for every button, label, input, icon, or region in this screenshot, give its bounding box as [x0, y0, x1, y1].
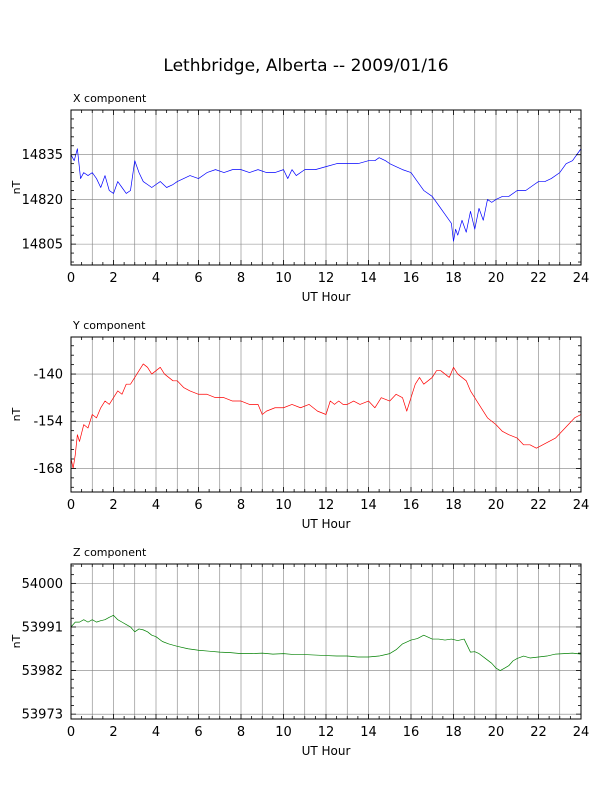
x-tick-label: 24 — [573, 725, 590, 740]
x-tick-label: 2 — [109, 498, 117, 513]
panel-label-x: X component — [73, 92, 147, 105]
x-tick-label: 22 — [530, 725, 547, 740]
series-line-y — [70, 363, 582, 469]
x-tick-label: 8 — [237, 725, 245, 740]
x-tick-label: 18 — [445, 271, 462, 286]
x-tick-label: 20 — [488, 271, 505, 286]
y-tick-label: -168 — [33, 462, 63, 477]
x-tick-label: 22 — [530, 271, 547, 286]
x-axis-label-x: UT Hour — [302, 290, 351, 304]
panel-z: 0 2 4 6 8 10 12 14 16 18 20 22 245400053991539825397… — [10, 546, 589, 758]
y-tick-label: 53991 — [22, 620, 63, 635]
y-axis-label-x: nT — [10, 180, 23, 194]
x-tick-label: 16 — [403, 498, 420, 513]
x-tick-label: 6 — [194, 498, 202, 513]
x-tick-label: 16 — [403, 725, 420, 740]
x-tick-label: 4 — [152, 271, 160, 286]
x-tick-label: 8 — [237, 498, 245, 513]
series-line-z — [70, 614, 582, 671]
y-tick-label: -154 — [33, 415, 63, 430]
x-tick-label: 20 — [488, 498, 505, 513]
x-tick-label: 18 — [445, 725, 462, 740]
x-tick-label: 4 — [152, 725, 160, 740]
panel-label-y: Y component — [72, 319, 146, 332]
x-tick-label: 2 — [109, 271, 117, 286]
x-tick-label: 4 — [152, 498, 160, 513]
series-line-x — [70, 148, 582, 242]
x-tick-label: 8 — [237, 271, 245, 286]
x-tick-label: 22 — [530, 498, 547, 513]
y-tick-label: 14820 — [22, 193, 63, 208]
x-axis-label-z: UT Hour — [302, 744, 351, 758]
x-tick-label: 0 — [67, 271, 75, 286]
y-tick-label: 53973 — [22, 708, 63, 723]
y-tick-label: 14835 — [22, 148, 63, 163]
x-tick-label: 2 — [109, 725, 117, 740]
x-tick-label: 6 — [194, 725, 202, 740]
x-tick-label: 0 — [67, 725, 75, 740]
y-axis-label-z: nT — [10, 634, 23, 648]
x-tick-label: 10 — [275, 498, 292, 513]
x-tick-label: 12 — [318, 271, 335, 286]
x-tick-label: 0 — [67, 498, 75, 513]
y-tick-label: 54000 — [22, 577, 63, 592]
x-tick-label: 18 — [445, 498, 462, 513]
x-tick-label: 24 — [573, 271, 590, 286]
panel-label-z: Z component — [73, 546, 147, 559]
y-tick-label: -140 — [33, 368, 63, 383]
x-tick-label: 10 — [275, 725, 292, 740]
x-tick-label: 16 — [403, 271, 420, 286]
y-axis-label-y: nT — [10, 407, 23, 421]
x-tick-label: 24 — [573, 498, 590, 513]
x-tick-label: 6 — [194, 271, 202, 286]
x-axis-label-y: UT Hour — [302, 517, 351, 531]
x-tick-label: 14 — [360, 271, 377, 286]
y-tick-label: 14805 — [22, 238, 63, 253]
x-tick-label: 14 — [360, 725, 377, 740]
x-tick-label: 20 — [488, 725, 505, 740]
page-title: Lethbridge, Alberta -- 2009/01/16 — [163, 56, 449, 76]
x-tick-label: 12 — [318, 498, 335, 513]
x-tick-label: 10 — [275, 271, 292, 286]
x-tick-label: 12 — [318, 725, 335, 740]
x-tick-label: 14 — [360, 498, 377, 513]
y-tick-label: 53982 — [22, 664, 63, 679]
